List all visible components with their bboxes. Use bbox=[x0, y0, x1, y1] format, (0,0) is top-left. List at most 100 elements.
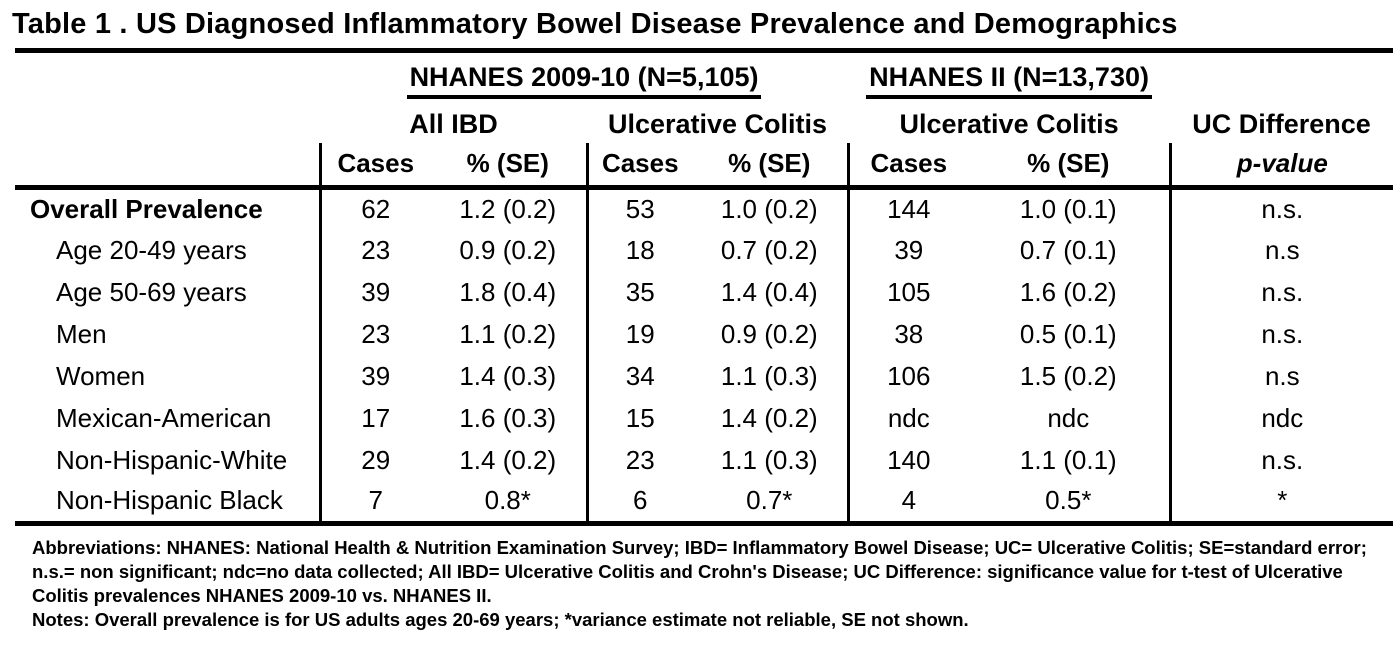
row-label: Women bbox=[56, 360, 146, 391]
table-cell: 0.5* bbox=[968, 481, 1171, 526]
table-cell: ndc bbox=[1047, 402, 1090, 433]
table-cell: n.s. bbox=[1168, 313, 1394, 355]
col-header-cases: Cases bbox=[846, 143, 969, 190]
row-label: Age 20-49 years bbox=[56, 234, 247, 265]
table-cell: 0.7* bbox=[692, 481, 849, 526]
table-cell: 23 bbox=[318, 229, 430, 271]
row-label: Non-Hispanic-White bbox=[56, 444, 288, 475]
table-cell: 23 bbox=[585, 439, 692, 481]
table-cell: ndc bbox=[1168, 397, 1394, 439]
table-cell: 0.8* bbox=[430, 481, 587, 526]
table-cell: 15 bbox=[585, 397, 692, 439]
table-cell: 1.4 (0.4) bbox=[720, 276, 818, 307]
table-cell: 4 bbox=[846, 481, 969, 526]
table-cell: 1.4 (0.2) bbox=[459, 444, 557, 475]
table-cell: 1.1 (0.2) bbox=[459, 318, 557, 349]
table-cell: 1.4 (0.3) bbox=[459, 360, 557, 391]
col-header-pct-se: % (SE) bbox=[430, 143, 587, 190]
col-header-pct-se: % (SE) bbox=[968, 143, 1171, 190]
table-footnotes: Abbreviations: NHANES: National Health &… bbox=[32, 536, 1384, 632]
table-cell: * bbox=[1168, 481, 1394, 526]
header-group-ulcerative-colitis-1: Ulcerative Colitis bbox=[607, 108, 828, 139]
table-cell: n.s. bbox=[1168, 271, 1394, 313]
table-cell: 1.6 (0.2) bbox=[1019, 276, 1117, 307]
table-row: Mexican-American 17 1.6 (0.3) 15 1.4 (0.… bbox=[15, 397, 1394, 439]
table-cell: 1.1 (0.1) bbox=[1019, 444, 1117, 475]
table-cell: 62 bbox=[318, 187, 430, 229]
table-cell: n.s bbox=[1168, 229, 1394, 271]
empty-cell bbox=[15, 143, 320, 190]
table-row: Women 39 1.4 (0.3) 34 1.1 (0.3) 106 1.5 … bbox=[15, 355, 1394, 397]
table-cell: 1.1 (0.3) bbox=[720, 360, 818, 391]
table-cell: 29 bbox=[318, 439, 430, 481]
header-group-ulcerative-colitis-2: Ulcerative Colitis bbox=[899, 108, 1119, 139]
table-row: Non-Hispanic Black 7 0.8* 6 0.7* 4 0.5* … bbox=[15, 481, 1394, 526]
table-cell: 106 bbox=[846, 355, 969, 397]
survey-header-row: NHANES 2009-10 (N=5,105) NHANES II (N=13… bbox=[15, 55, 1393, 105]
table-row: Age 20-49 years 23 0.9 (0.2) 18 0.7 (0.2… bbox=[15, 229, 1394, 271]
header-group-uc-difference: UC Difference bbox=[1192, 108, 1371, 139]
table-row: Men 23 1.1 (0.2) 19 0.9 (0.2) 38 0.5 (0.… bbox=[15, 313, 1394, 355]
table-cell: ndc bbox=[846, 397, 969, 439]
title-rule bbox=[15, 48, 1393, 53]
table-cell: 39 bbox=[318, 355, 430, 397]
table-title: Table 1 . US Diagnosed Inflammatory Bowe… bbox=[12, 8, 1178, 40]
empty-cell bbox=[15, 55, 320, 105]
col-header-cases: Cases bbox=[318, 143, 430, 190]
table-cell: 7 bbox=[318, 481, 430, 526]
table-cell: 19 bbox=[585, 313, 692, 355]
table-cell: 105 bbox=[846, 271, 969, 313]
table-cell: 0.9 (0.2) bbox=[720, 318, 818, 349]
col-header-p-value: p-value bbox=[1168, 143, 1394, 190]
survey2-label: NHANES II (N=13,730) bbox=[866, 62, 1152, 99]
table-cell: n.s. bbox=[1168, 439, 1394, 481]
table-cell: 0.9 (0.2) bbox=[459, 234, 557, 265]
header-survey-nhanes-ii: NHANES II (N=13,730) bbox=[848, 55, 1170, 105]
row-label: Men bbox=[56, 318, 107, 349]
row-label: Overall Prevalence bbox=[30, 193, 263, 224]
table-cell: 1.8 (0.4) bbox=[459, 276, 557, 307]
survey1-label: NHANES 2009-10 (N=5,105) bbox=[406, 62, 762, 99]
table-cell: 144 bbox=[846, 187, 969, 229]
table-row: Overall Prevalence 62 1.2 (0.2) 53 1.0 (… bbox=[15, 187, 1394, 229]
table-cell: 0.7 (0.2) bbox=[720, 234, 818, 265]
page: Table 1 . US Diagnosed Inflammatory Bowe… bbox=[12, 8, 1394, 632]
table-cell: 140 bbox=[846, 439, 969, 481]
abbreviations-note: Abbreviations: NHANES: National Health &… bbox=[32, 536, 1367, 606]
table-cell: 1.0 (0.1) bbox=[1019, 193, 1117, 224]
table-cell: 1.1 (0.3) bbox=[720, 444, 818, 475]
table-cell: 17 bbox=[318, 397, 430, 439]
header-survey-nhanes-2009-10: NHANES 2009-10 (N=5,105) bbox=[320, 55, 848, 105]
table-cell: 53 bbox=[585, 187, 692, 229]
table-cell: 23 bbox=[318, 313, 430, 355]
table-cell: 1.5 (0.2) bbox=[1019, 360, 1117, 391]
table-cell: 0.5 (0.1) bbox=[1019, 318, 1117, 349]
table-cell: 35 bbox=[585, 271, 692, 313]
table-cell: 1.0 (0.2) bbox=[720, 193, 818, 224]
table-cell: 1.4 (0.2) bbox=[720, 402, 818, 433]
table-cell: 34 bbox=[585, 355, 692, 397]
row-label: Age 50-69 years bbox=[56, 276, 247, 307]
table-cell: n.s. bbox=[1168, 187, 1394, 229]
header-group-all-ibd: All IBD bbox=[409, 108, 498, 139]
table-cell: 39 bbox=[318, 271, 430, 313]
table-cell: 39 bbox=[846, 229, 969, 271]
table-cell: 18 bbox=[585, 229, 692, 271]
table-cell: n.s bbox=[1168, 355, 1394, 397]
empty-cell bbox=[1170, 55, 1393, 105]
table-row: Age 50-69 years 39 1.8 (0.4) 35 1.4 (0.4… bbox=[15, 271, 1394, 313]
col-header-pct-se: % (SE) bbox=[692, 143, 849, 190]
row-label: Non-Hispanic Black bbox=[15, 481, 320, 526]
table-cell: 38 bbox=[846, 313, 969, 355]
table-cell: 1.2 (0.2) bbox=[459, 193, 557, 224]
table-cell: 0.7 (0.1) bbox=[1019, 234, 1117, 265]
row-label: Mexican-American bbox=[56, 402, 272, 433]
empty-cell bbox=[15, 105, 320, 143]
table-cell: 6 bbox=[585, 481, 692, 526]
prevalence-table: NHANES 2009-10 (N=5,105) NHANES II (N=13… bbox=[15, 55, 1394, 526]
table-cell: 1.6 (0.3) bbox=[459, 402, 557, 433]
general-note: Notes: Overall prevalence is for US adul… bbox=[32, 608, 969, 630]
column-header-row: Cases % (SE) Cases % (SE) Cases % (SE) p… bbox=[15, 143, 1394, 190]
table-row: Non-Hispanic-White 29 1.4 (0.2) 23 1.1 (… bbox=[15, 439, 1394, 481]
col-header-cases: Cases bbox=[585, 143, 692, 190]
